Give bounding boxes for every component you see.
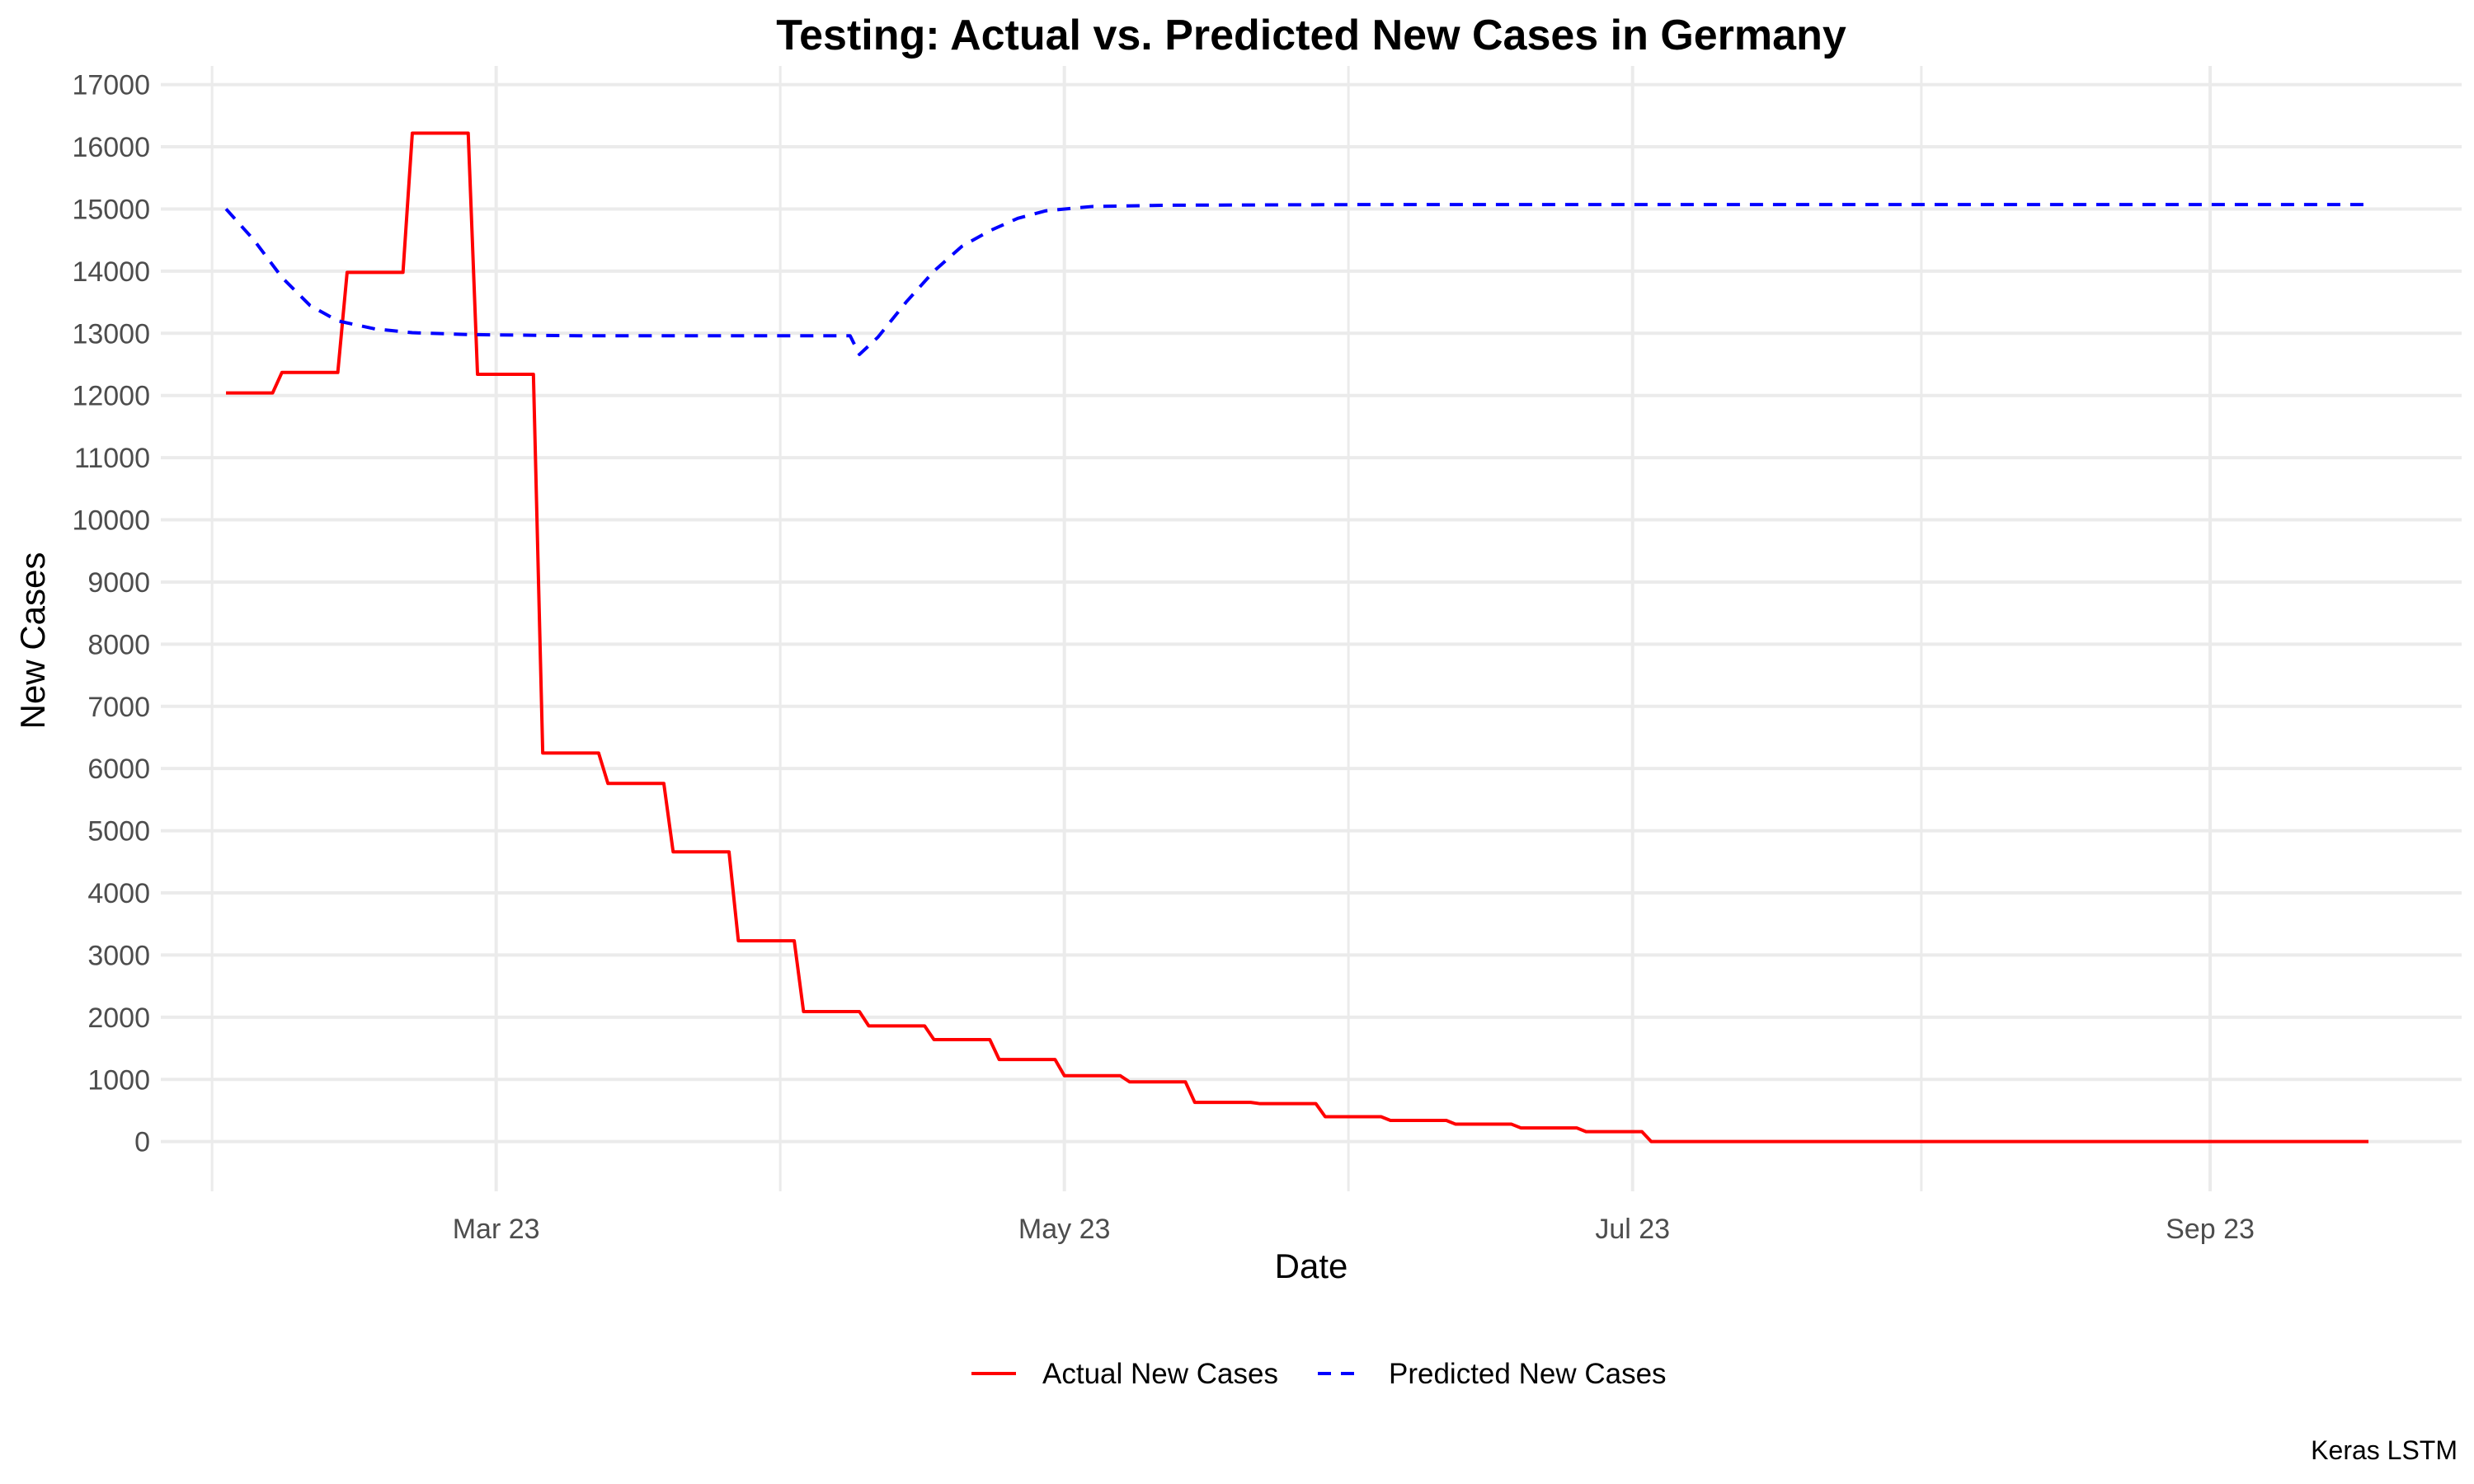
grid-lines (161, 66, 2462, 1191)
y-tick-label: 14000 (72, 256, 150, 288)
y-tick-label: 7000 (87, 692, 150, 723)
y-tick-label: 3000 (87, 940, 150, 971)
y-tick-label: 15000 (72, 194, 150, 225)
y-axis-ticks: 0 1000 2000 3000 4000 5000 6000 7000 8000 9000 100… (72, 70, 150, 1158)
y-tick-label: 2000 (87, 1003, 150, 1034)
y-tick-label: 5000 (87, 816, 150, 848)
series-line-predicted (224, 203, 2369, 356)
legend-label-actual: Actual New Cases (1042, 1358, 1278, 1390)
y-tick-label: 4000 (87, 878, 150, 909)
x-tick-label: Sep 23 (2166, 1214, 2255, 1245)
y-tick-label: 13000 (72, 318, 150, 350)
x-axis-title: Date (1275, 1247, 1348, 1285)
data-series (224, 131, 2369, 1144)
y-tick-label: 6000 (87, 754, 150, 785)
chart-caption: Keras LSTM (2311, 1435, 2458, 1465)
x-tick-label: Mar 23 (453, 1214, 540, 1245)
y-tick-label: 0 (134, 1127, 150, 1158)
y-tick-label: 8000 (87, 629, 150, 660)
series-line-actual (226, 131, 2369, 1144)
y-tick-label: 16000 (72, 132, 150, 163)
x-tick-label: May 23 (1018, 1214, 1111, 1245)
y-axis-title: New Cases (13, 552, 52, 730)
legend-label-predicted: Predicted New Cases (1389, 1358, 1667, 1390)
x-axis-ticks: Mar 23 May 23 Jul 23 Sep 23 (453, 1214, 2255, 1245)
y-tick-label: 9000 (87, 567, 150, 599)
legend: Actual New Cases Predicted New Cases (971, 1358, 1667, 1390)
x-tick-label: Jul 23 (1595, 1214, 1670, 1245)
y-tick-label: 12000 (72, 381, 150, 412)
y-tick-label: 17000 (72, 70, 150, 101)
chart-title: Testing: Actual vs. Predicted New Cases … (776, 12, 1846, 59)
y-tick-label: 11000 (74, 443, 150, 474)
y-tick-label: 10000 (72, 505, 150, 537)
y-tick-label: 1000 (87, 1064, 150, 1096)
